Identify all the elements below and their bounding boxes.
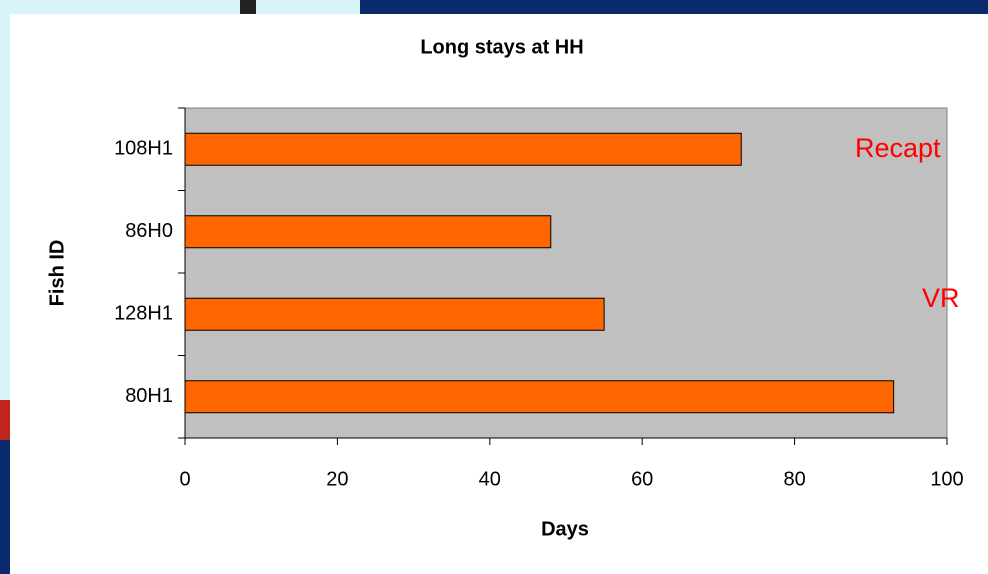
x-tick-label: 0 xyxy=(179,468,190,490)
x-axis-title: Days xyxy=(541,518,589,540)
bar xyxy=(184,215,552,249)
bar xyxy=(184,132,742,166)
annotation: Recapt xyxy=(855,133,941,163)
y-tick-label: 86H0 xyxy=(125,220,173,242)
x-tick-label: 40 xyxy=(479,468,501,490)
x-tick-label: 100 xyxy=(930,468,963,490)
y-tick-label: 108H1 xyxy=(114,138,173,160)
x-tick-label: 20 xyxy=(326,468,348,490)
chart-title: Long stays at HH xyxy=(420,36,583,58)
y-tick-label: 80H1 xyxy=(125,385,173,407)
y-axis-title: Fish ID xyxy=(46,240,68,307)
bar xyxy=(184,297,605,331)
slide-accent xyxy=(240,0,256,14)
bar xyxy=(184,380,895,414)
x-tick-label: 80 xyxy=(783,468,805,490)
y-tick-label: 128H1 xyxy=(114,303,173,325)
annotation: VR xyxy=(922,283,960,313)
x-tick-label: 60 xyxy=(631,468,653,490)
